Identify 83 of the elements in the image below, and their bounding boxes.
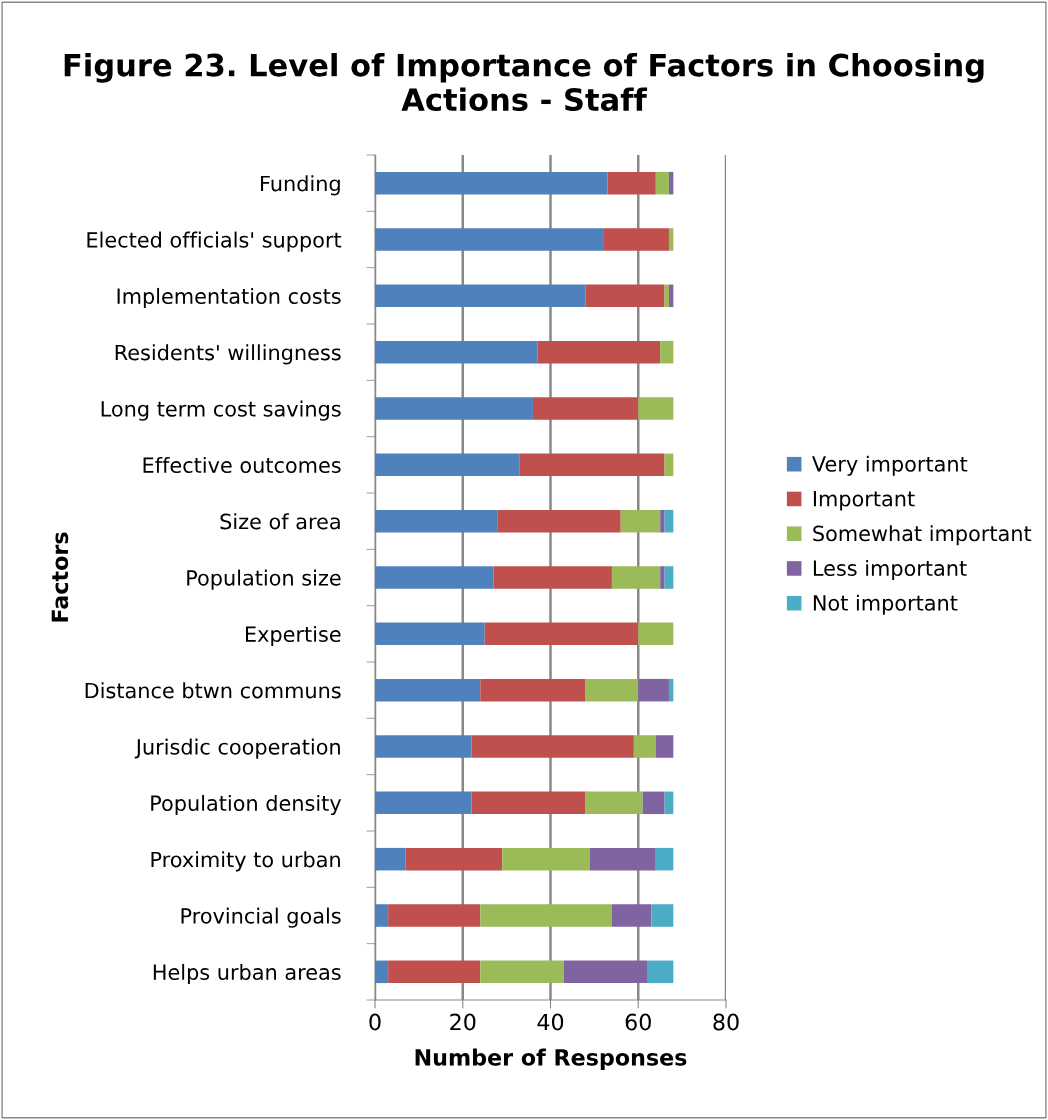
bar xyxy=(375,735,472,758)
y-tick-label: Long term cost savings xyxy=(101,400,341,421)
bar xyxy=(375,847,406,871)
y-axis-title: Factors xyxy=(51,532,69,622)
bar xyxy=(611,566,661,589)
bar xyxy=(603,228,669,251)
bar xyxy=(480,678,586,702)
bar xyxy=(664,566,674,589)
x-axis-title: Number of Responses xyxy=(415,1048,687,1071)
bar xyxy=(660,566,665,589)
y-tick-label: Elected officials' support xyxy=(87,231,342,252)
y-tick-label: Provincial goals xyxy=(181,907,341,928)
bar xyxy=(647,960,674,984)
bar xyxy=(375,791,472,815)
y-tick-label: Implementation costs xyxy=(117,287,341,309)
bar xyxy=(655,847,674,871)
y-tick-label: Population size xyxy=(187,569,341,590)
bar xyxy=(655,735,674,758)
bar xyxy=(471,791,586,815)
bar xyxy=(651,904,674,927)
bar xyxy=(375,171,608,195)
bar xyxy=(375,453,520,477)
bar xyxy=(585,791,643,815)
legend-label: Not important xyxy=(813,594,958,615)
bar xyxy=(375,960,389,984)
x-tick-label: 80 xyxy=(713,1013,739,1031)
bar xyxy=(537,340,661,364)
x-tick-label: 60 xyxy=(625,1013,651,1031)
bar xyxy=(375,228,604,251)
bar xyxy=(375,509,498,533)
bar xyxy=(388,960,481,984)
y-tick-label: Size of area xyxy=(220,513,340,530)
y-tick-label: Proximity to urban xyxy=(151,851,340,872)
y-tick-label: Population density xyxy=(151,794,342,816)
bar xyxy=(585,284,665,308)
bar xyxy=(375,904,389,927)
bar xyxy=(388,904,481,927)
legend-label: Very important xyxy=(812,455,968,476)
x-tick-label: 20 xyxy=(450,1013,476,1031)
bar xyxy=(607,171,656,195)
bar xyxy=(638,622,674,646)
bar xyxy=(563,960,648,984)
bar xyxy=(589,847,656,871)
y-tick-label: Helps urban areas xyxy=(153,963,341,985)
y-tick-label: Effective outcomes xyxy=(143,456,341,474)
bar xyxy=(642,791,665,815)
bar xyxy=(585,678,639,702)
bar xyxy=(611,904,652,927)
x-tick-label: 40 xyxy=(537,1013,564,1031)
y-tick-label: Residents' willingness xyxy=(115,344,341,365)
bar xyxy=(532,397,639,420)
legend-label: Less important xyxy=(813,559,967,581)
bar xyxy=(519,453,665,477)
bar xyxy=(638,678,669,702)
chart-title: Figure 23. Level of Importance of Factors in Choosing Actions - Staff xyxy=(64,52,984,112)
bar xyxy=(668,228,674,251)
bar xyxy=(375,566,494,589)
bar xyxy=(497,509,621,533)
x-tick-label: 0 xyxy=(369,1013,381,1031)
bar xyxy=(405,847,503,871)
bar xyxy=(638,397,674,420)
legend-label: Important xyxy=(813,491,915,511)
bar xyxy=(375,622,485,646)
y-tick-label: Funding xyxy=(261,175,340,196)
bar xyxy=(502,847,590,871)
bar xyxy=(375,397,533,420)
y-tick-label: Expertise xyxy=(245,625,341,647)
bar xyxy=(660,509,665,533)
y-tick-label: Distance btwn communs xyxy=(85,682,341,699)
y-tick-label: Jurisdic cooperation xyxy=(134,738,340,759)
bar xyxy=(484,622,639,646)
bar xyxy=(633,735,656,758)
bar xyxy=(375,340,538,364)
bar xyxy=(375,678,481,702)
bar xyxy=(375,284,586,308)
legend-label: Somewhat important xyxy=(813,525,1032,546)
bar xyxy=(660,340,674,364)
bar xyxy=(620,509,661,533)
bar xyxy=(480,904,612,927)
bar xyxy=(493,566,612,589)
bar xyxy=(655,171,669,195)
bar xyxy=(480,960,564,984)
bar xyxy=(471,735,634,758)
